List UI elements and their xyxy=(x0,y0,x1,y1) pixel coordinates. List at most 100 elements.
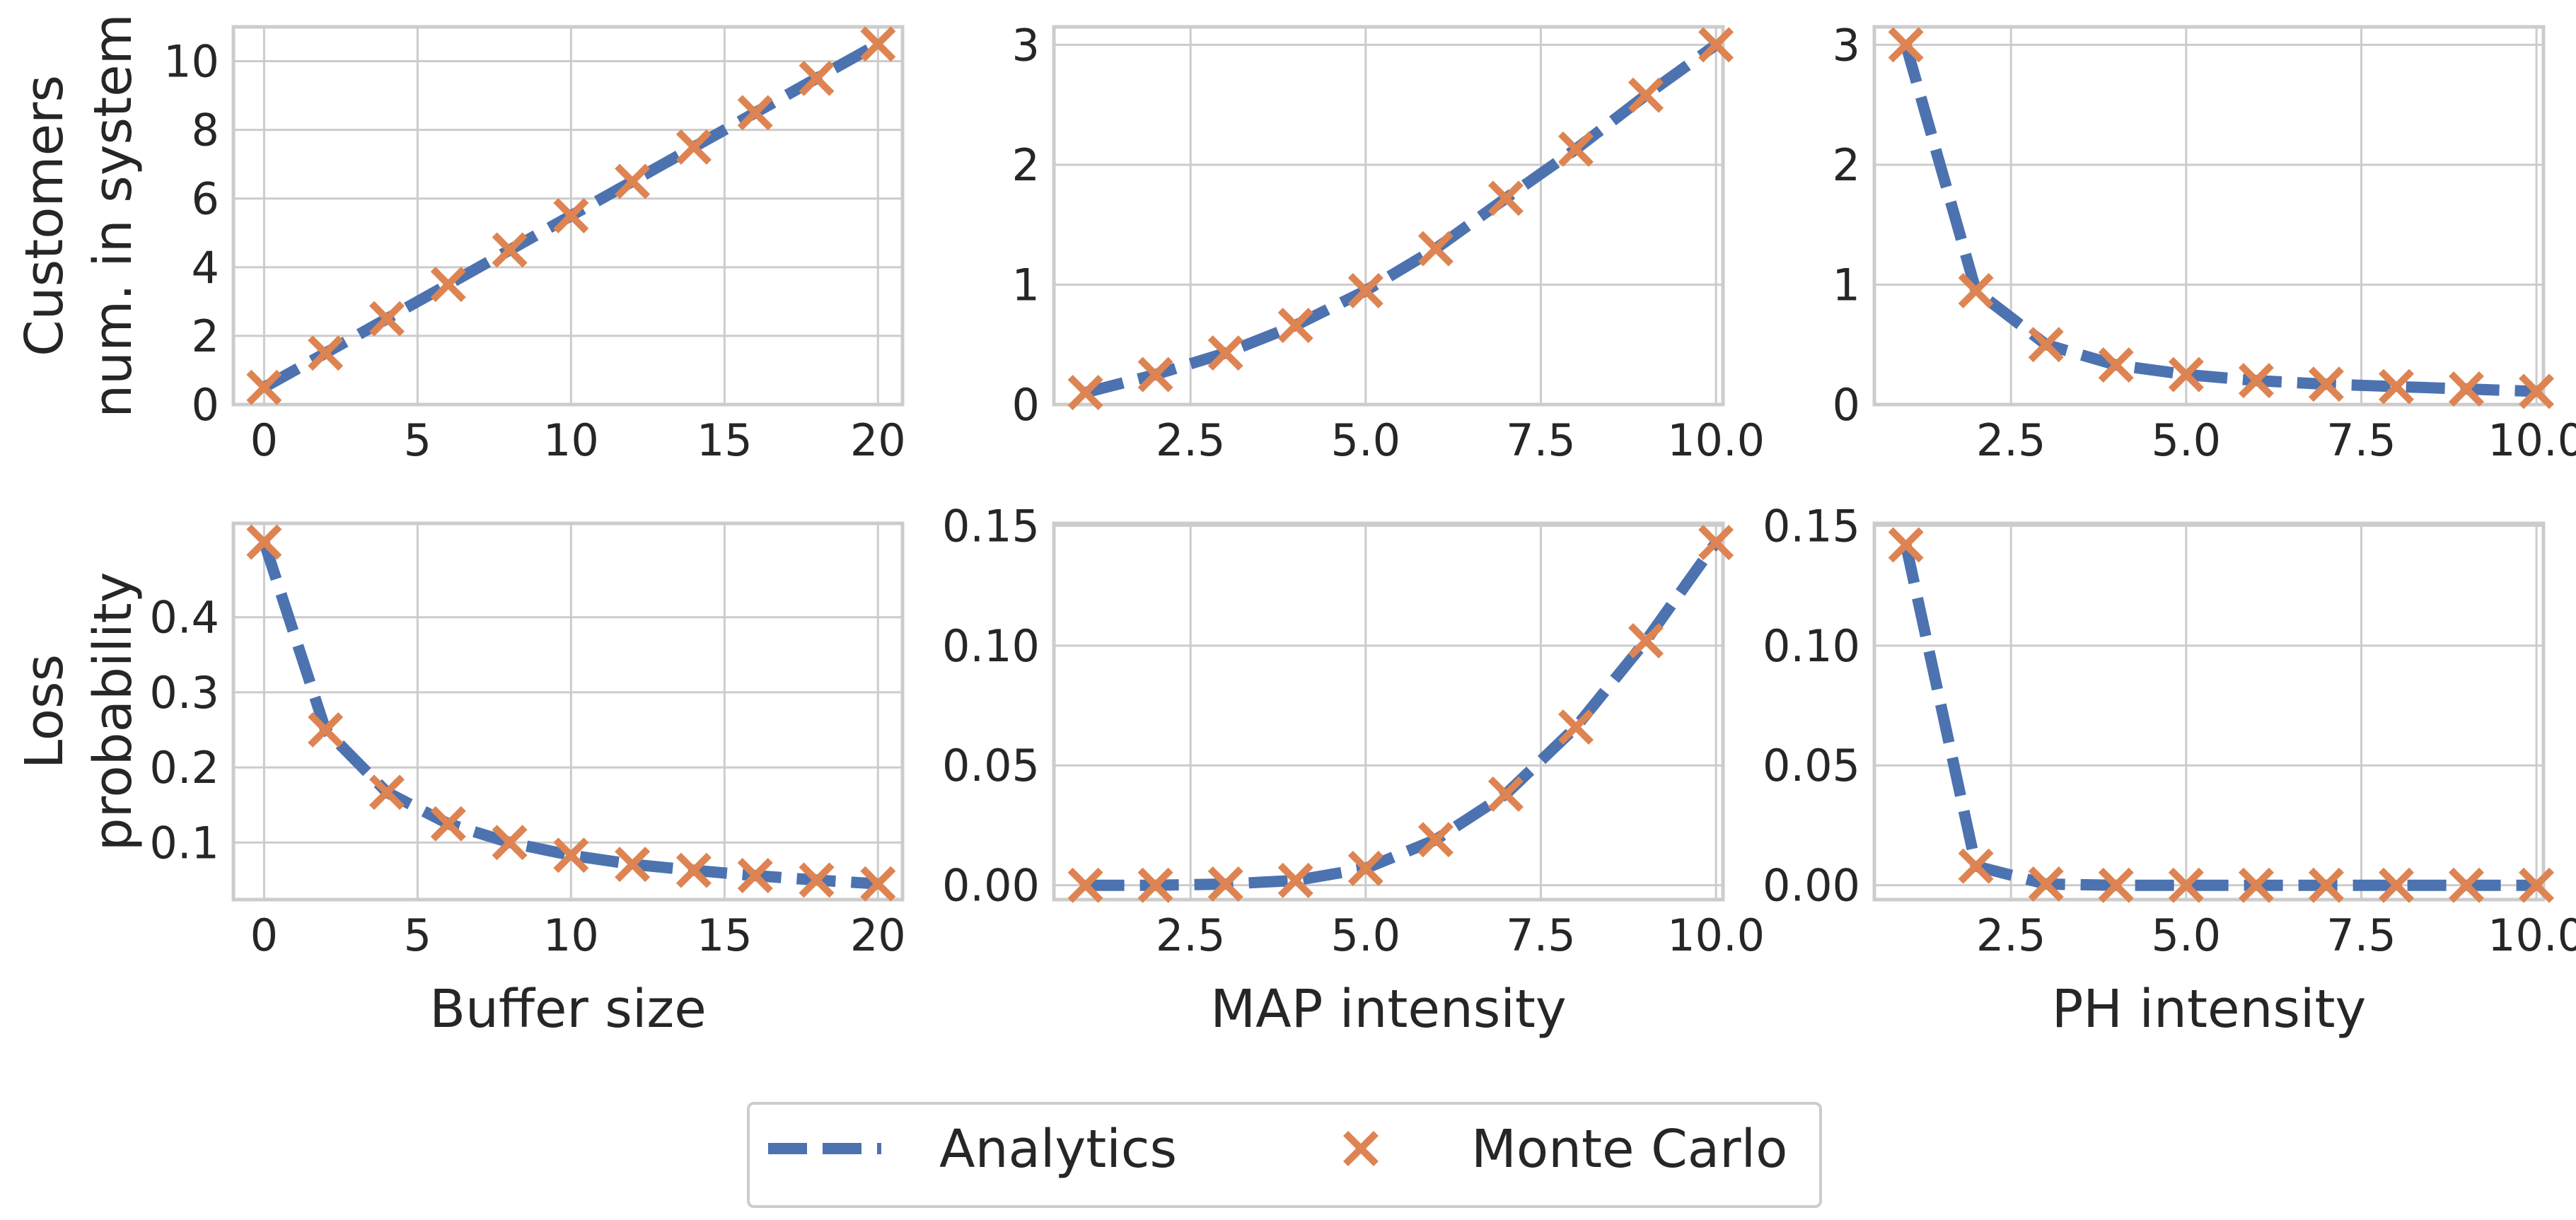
x-tick-label: 5.0 xyxy=(2152,910,2222,961)
y-tick-label: 0.10 xyxy=(942,620,1040,672)
montecarlo-point xyxy=(2238,363,2274,399)
y-axis-label: Customers xyxy=(14,75,75,356)
x-tick-label: 7.5 xyxy=(2326,414,2396,466)
y-tick-label: 0.4 xyxy=(149,592,219,644)
legend: Analytics Monte Carlo xyxy=(747,1102,1822,1208)
analytics-series-line xyxy=(258,540,878,890)
plot-area xyxy=(1874,523,2543,900)
y-tick-label: 0 xyxy=(192,379,219,431)
montecarlo-point xyxy=(1137,356,1173,393)
montecarlo-point xyxy=(860,866,896,902)
x-tick-label: 2.5 xyxy=(1156,414,1226,466)
montecarlo-point xyxy=(2168,356,2204,393)
y-tick-label: 1 xyxy=(1012,259,1040,310)
montecarlo-point xyxy=(2098,867,2134,903)
montecarlo-point xyxy=(369,774,405,811)
x-tick-label: 20 xyxy=(850,414,906,466)
montecarlo-point xyxy=(1347,273,1383,308)
y-tick-label: 3 xyxy=(1833,19,1860,71)
montecarlo-point xyxy=(1277,862,1313,898)
analytics-series-line xyxy=(1084,40,1719,398)
legend-frame xyxy=(747,1102,1822,1208)
y-tick-label: 2 xyxy=(192,310,219,362)
montecarlo-point xyxy=(737,95,773,131)
montecarlo-point xyxy=(492,232,528,268)
montecarlo-point xyxy=(430,806,466,842)
montecarlo-point xyxy=(1698,525,1734,561)
x-tick-label: 10 xyxy=(543,414,599,466)
montecarlo-point xyxy=(553,198,589,233)
montecarlo-point xyxy=(308,712,344,748)
plot-area xyxy=(1054,523,1723,900)
montecarlo-point xyxy=(615,163,651,199)
y-tick-label: 8 xyxy=(192,105,219,156)
montecarlo-point xyxy=(2519,867,2555,903)
montecarlo-point xyxy=(2449,867,2484,903)
y-tick-label: 2 xyxy=(1012,139,1040,191)
plot-area xyxy=(1874,27,2543,405)
montecarlo-point xyxy=(2519,373,2555,409)
montecarlo-point xyxy=(2168,867,2204,903)
montecarlo-point xyxy=(430,267,466,303)
y-tick-label: 0 xyxy=(1833,379,1860,431)
montecarlo-point xyxy=(1558,709,1594,745)
montecarlo-point xyxy=(246,524,282,560)
y-axis-label: Loss xyxy=(14,654,75,769)
montecarlo-point xyxy=(1417,822,1454,858)
montecarlo-point xyxy=(1958,848,1994,884)
montecarlo-point xyxy=(799,60,835,96)
montecarlo-point xyxy=(860,26,896,62)
montecarlo-point xyxy=(246,369,282,405)
y-tick-label: 0.2 xyxy=(149,742,219,794)
subplot-2: 2.5 5.0 7.5 10.0 0 1 2 3 xyxy=(1012,19,1765,466)
legend-montecarlo-label: Monte Carlo xyxy=(1471,1119,1787,1180)
x-tick-label: 15 xyxy=(697,414,753,466)
montecarlo-point xyxy=(1277,308,1313,344)
x-tick-label: 2.5 xyxy=(1976,910,2046,961)
x-tick-label: 0 xyxy=(250,414,278,466)
x-tick-label: 10.0 xyxy=(2488,414,2576,466)
x-tick-label: 10.0 xyxy=(1667,910,1765,961)
montecarlo-point xyxy=(1698,27,1734,63)
y-tick-label: 0.1 xyxy=(149,817,219,868)
plot-frame xyxy=(231,25,905,407)
x-tick-label: 20 xyxy=(850,910,906,961)
x-axis-label: Buffer size xyxy=(429,979,707,1040)
montecarlo-point xyxy=(492,825,528,861)
analytics-series-line xyxy=(1900,43,2537,397)
x-tick-label: 7.5 xyxy=(1506,910,1576,961)
plot-area xyxy=(1054,27,1723,405)
x-tick-label: 5 xyxy=(404,910,431,961)
y-tick-label: 1 xyxy=(1833,259,1860,310)
legend-montecarlo-marker xyxy=(1343,1131,1379,1166)
montecarlo-point xyxy=(737,858,773,893)
x-tick-label: 10.0 xyxy=(2488,910,2576,961)
y-tick-label: 0.3 xyxy=(149,667,219,719)
plot-frame xyxy=(1052,521,1725,902)
y-tick-label: 0.15 xyxy=(1763,500,1860,552)
y-tick-label: 0.10 xyxy=(1763,620,1860,672)
analytics-series-line xyxy=(1900,543,2537,891)
montecarlo-point xyxy=(2449,371,2484,407)
legend-analytics-label: Analytics xyxy=(939,1119,1177,1180)
plot-frame xyxy=(1872,25,2546,407)
subplot-4: 0 5 10 15 20 0.1 0.2 0.3 0.4 Buffer size Loss proba… xyxy=(14,521,906,1040)
y-axis-label: probability xyxy=(83,572,144,852)
montecarlo-point xyxy=(2379,368,2414,405)
montecarlo-point xyxy=(675,852,712,888)
montecarlo-point xyxy=(1487,180,1524,216)
montecarlo-point xyxy=(2098,347,2134,383)
x-tick-label: 7.5 xyxy=(1506,414,1576,466)
x-axis-label: MAP intensity xyxy=(1210,979,1566,1040)
montecarlo-point xyxy=(799,862,835,898)
montecarlo-point xyxy=(1628,623,1664,658)
montecarlo-point xyxy=(2028,327,2064,363)
y-tick-label: 0.00 xyxy=(942,860,1040,912)
montecarlo-point xyxy=(2028,866,2064,902)
x-tick-label: 15 xyxy=(697,910,753,961)
y-tick-label: 0.00 xyxy=(1763,860,1860,912)
montecarlo-point xyxy=(2308,867,2344,903)
montecarlo-point xyxy=(1067,867,1103,903)
montecarlo-point xyxy=(1888,27,1924,63)
